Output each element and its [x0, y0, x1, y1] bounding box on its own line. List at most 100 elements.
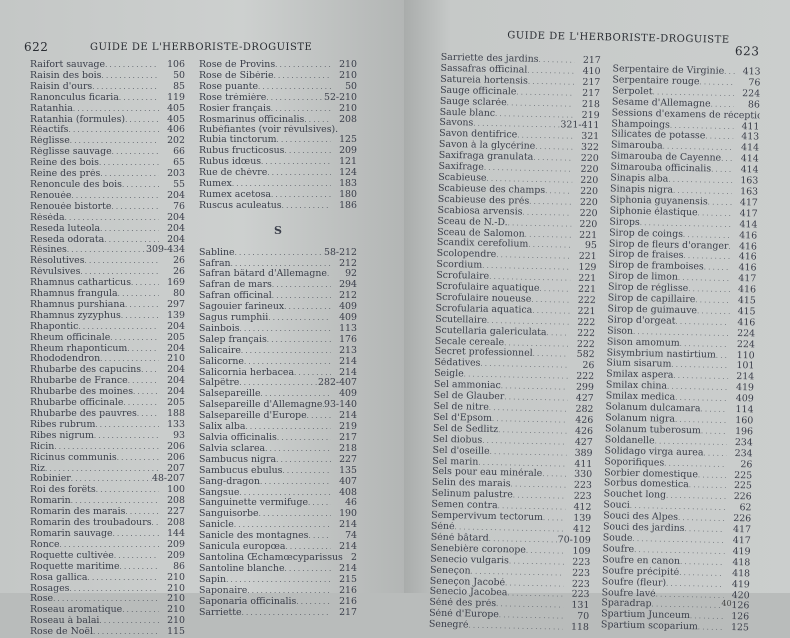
- index-entry: Salep français 176: [199, 335, 357, 346]
- entry-page: 217: [582, 54, 601, 67]
- dot-leader: [71, 496, 159, 507]
- entry-page: 80: [173, 289, 185, 300]
- entry-page: 219: [581, 109, 600, 121]
- entry-term: Sainbois: [199, 323, 240, 334]
- dot-leader: [716, 350, 729, 361]
- entry-term: Rose de Provins: [199, 60, 276, 70]
- dot-leader: [545, 186, 572, 197]
- entry-term: Sanicle des montagnes: [199, 531, 309, 542]
- running-title: GUIDE DE L'HERBORISTE-DROGUISTE: [507, 30, 730, 46]
- entry-page: 50: [345, 81, 357, 92]
- index-entry: Rose de Noël 115: [30, 627, 185, 638]
- index-entry: Sagouier farineux 409: [199, 302, 357, 313]
- dot-leader: [701, 426, 727, 437]
- entry-term: Sang-dragon: [199, 476, 260, 487]
- dot-leader: [532, 306, 569, 318]
- entry-term: Résines: [30, 245, 67, 256]
- entry-page: 52-210: [324, 92, 357, 103]
- index-entry: Rumex 183: [199, 179, 357, 190]
- entry-page: 209: [339, 146, 357, 157]
- index-entry: Rubia tinctorum 125: [199, 135, 357, 146]
- index-entry: Rose puante 50: [199, 82, 357, 93]
- index-entry: Sambucus nigra 227: [199, 455, 357, 466]
- entry-page: 223: [571, 589, 590, 601]
- entry-term: Ribes rubrum: [30, 419, 96, 430]
- entry-term: Sarriette: [199, 607, 242, 618]
- entry-term: Révulsives: [30, 267, 81, 278]
- entry-page: 282: [575, 403, 594, 416]
- entry-term: Raifort sauvage: [30, 60, 106, 70]
- entry-page: 209: [167, 550, 185, 561]
- index-column-left-1: Raifort sauvage106Raisin des bois50Raisi…: [30, 60, 185, 638]
- entry-page: 417: [739, 196, 758, 209]
- entry-term: Raisin d'ours: [30, 81, 93, 92]
- entry-page: 129: [578, 261, 597, 274]
- dot-leader: [268, 313, 331, 324]
- dot-leader: [93, 627, 159, 638]
- entry-page: 210: [167, 583, 185, 594]
- dot-leader: [102, 71, 160, 82]
- entry-page: 417: [739, 207, 758, 220]
- index-entry: Ronce 209: [30, 540, 185, 551]
- index-column-left-2: Rose de Provins210Rose de Sibérie210Rose…: [199, 60, 357, 618]
- entry-page: 220: [579, 207, 598, 219]
- entry-term: Salpêtre: [199, 378, 240, 389]
- index-entry: Ratanhia (formules) 405: [30, 115, 185, 126]
- entry-page: 204: [167, 343, 185, 354]
- entry-page: 169: [167, 278, 185, 289]
- entry-term: Sanguinette vermifuge: [199, 498, 309, 509]
- dot-leader: [271, 104, 331, 115]
- index-entry: Ruscus aculeatus 186: [199, 201, 357, 212]
- entry-page: 212: [339, 291, 357, 302]
- index-entry: Rose de Sibérie 210: [199, 71, 357, 82]
- entry-page: 294: [339, 280, 357, 291]
- index-entry: Résines 309-434: [30, 245, 185, 256]
- entry-page: 419: [731, 578, 750, 590]
- entry-page: 125: [730, 622, 750, 634]
- entry-term: Salicornia herbacea: [199, 367, 295, 378]
- entry-page: 417: [738, 273, 757, 285]
- index-entry: Salvia sclarea 218: [199, 444, 357, 455]
- entry-term: Roquette cultivée: [30, 550, 114, 561]
- dot-leader: [700, 404, 727, 415]
- entry-page: 214: [736, 371, 755, 383]
- entry-page: 282-407: [318, 378, 357, 389]
- entry-term: Soufre: [602, 544, 635, 555]
- entry-page: 582: [576, 349, 595, 361]
- index-entry: Révulsives 26: [30, 267, 185, 278]
- entry-term: Renoncule des bois: [30, 179, 122, 190]
- entry-term: Réséda: [30, 212, 65, 223]
- entry-term: Rosmarinus officinalis: [199, 114, 305, 125]
- dot-leader: [69, 125, 160, 136]
- dot-leader: [80, 267, 159, 278]
- dot-leader: [137, 409, 159, 420]
- entry-term: Sangsue: [199, 487, 240, 498]
- entry-page: 225: [734, 469, 753, 481]
- dot-leader: [152, 518, 159, 529]
- entry-page: 321: [581, 131, 600, 143]
- entry-term: Roi des forêts: [30, 485, 96, 496]
- dot-leader: [117, 453, 159, 464]
- index-entry: Rhamnus purshiana 297: [30, 300, 185, 311]
- entry-page: 160: [735, 415, 754, 427]
- entry-page: 405: [167, 114, 185, 125]
- entry-term: Ratanhia: [30, 103, 73, 114]
- entry-page: 101: [736, 360, 755, 372]
- entry-term: Réglisse: [30, 136, 70, 147]
- index-entry: Résolutives 26: [30, 256, 185, 267]
- entry-page: 220: [579, 196, 598, 208]
- entry-term: Rue de chèvre: [199, 168, 268, 179]
- entry-page: 414: [740, 153, 759, 165]
- entry-term: Sirops: [609, 217, 640, 228]
- index-entry: Rhododendron 210: [30, 354, 185, 365]
- entry-page: 26: [740, 458, 753, 471]
- entry-page: 144: [167, 528, 185, 539]
- dot-leader: [531, 295, 570, 307]
- index-entry: Réglisse sauvage 66: [30, 147, 185, 158]
- entry-page: 204: [167, 223, 185, 234]
- index-entry: Rue de chèvre 124: [199, 168, 357, 179]
- entry-term: Rhubarbe des capucins: [30, 365, 142, 376]
- entry-page: 330: [574, 469, 593, 481]
- entry-term: Reine des prés: [30, 169, 101, 180]
- entry-page: 322: [580, 141, 600, 154]
